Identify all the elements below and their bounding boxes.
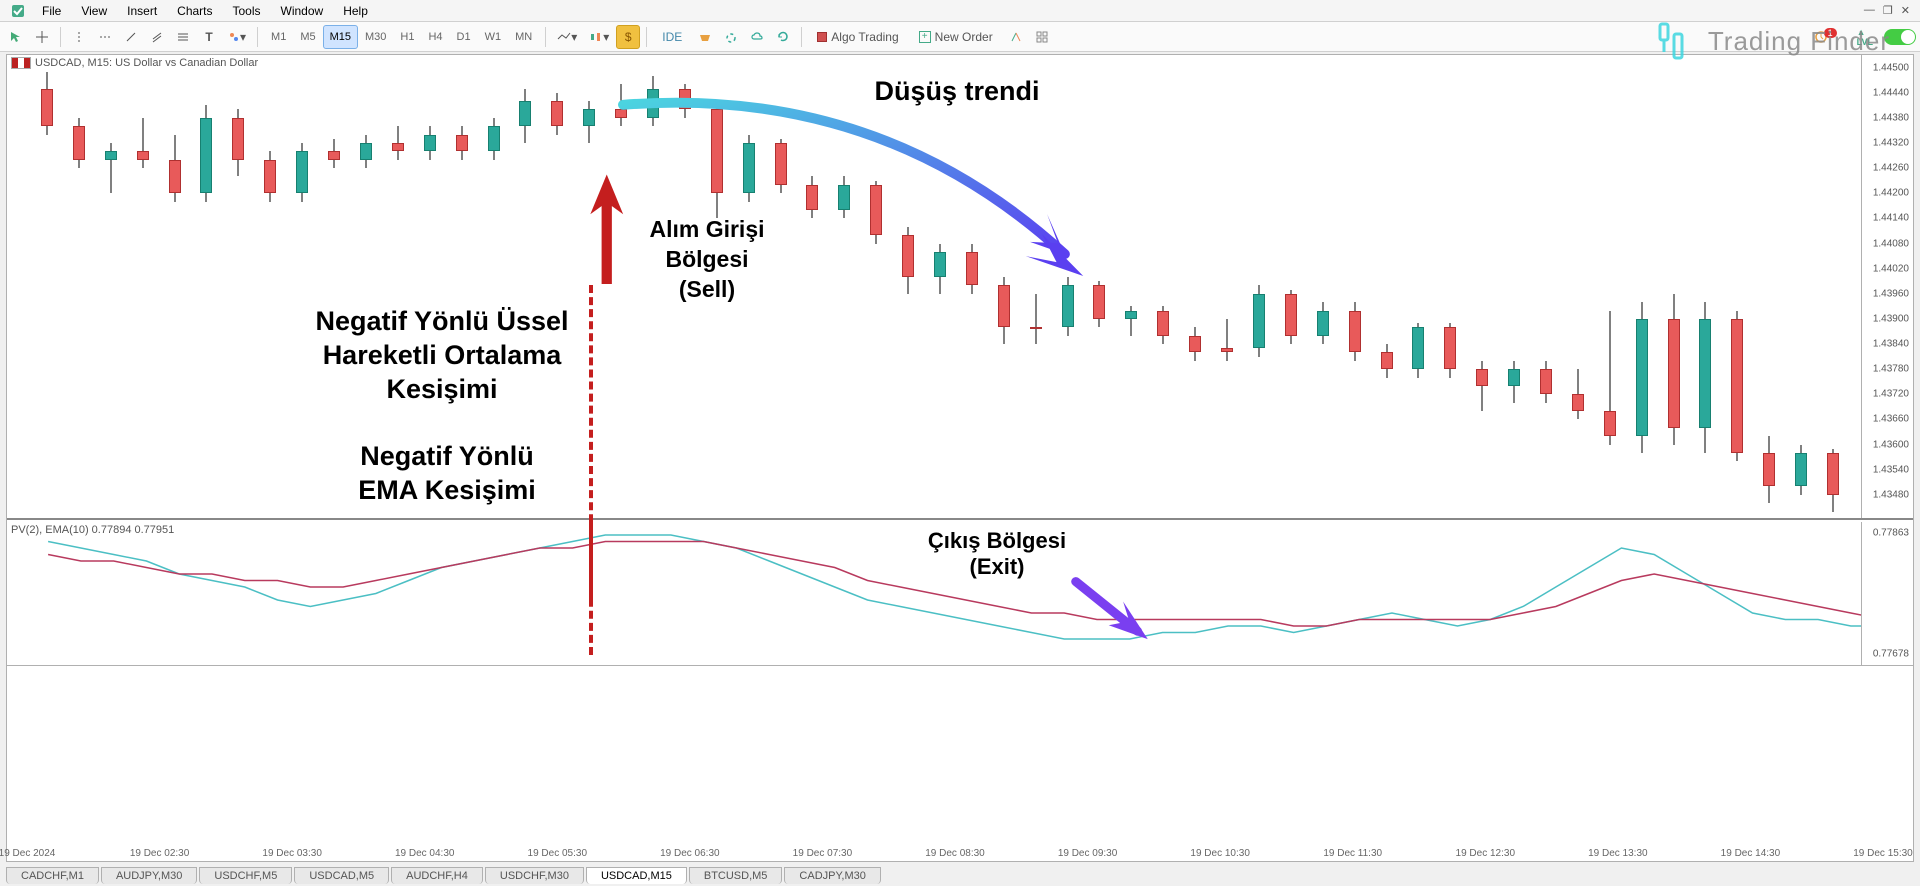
- minimize-btn[interactable]: —: [1864, 4, 1875, 17]
- toolbar: T ▾ M1M5M15M30H1H4D1W1MN ▾ ▾ $ IDE Algo …: [0, 22, 1920, 52]
- tab-CADCHF-M1[interactable]: CADCHF,M1: [6, 867, 99, 884]
- menu-window[interactable]: Window: [271, 2, 334, 20]
- algo-trading-btn[interactable]: Algo Trading: [808, 25, 907, 49]
- timeframe-M1[interactable]: M1: [264, 25, 293, 49]
- tab-USDCAD-M15[interactable]: USDCAD,M15: [586, 867, 687, 884]
- algo-trading-label: Algo Trading: [831, 30, 898, 44]
- timeframe-H1[interactable]: H1: [393, 25, 421, 49]
- channel-tool[interactable]: [145, 25, 169, 49]
- cloud-btn[interactable]: [745, 25, 769, 49]
- indicator-panel[interactable]: PV(2), EMA(10) 0.77894 0.77951 Çıkış Böl…: [7, 522, 1913, 666]
- trend-annotation: Düşüş trendi: [807, 75, 1107, 109]
- maximize-btn[interactable]: ❐: [1883, 4, 1893, 17]
- indicator-title: PV(2), EMA(10) 0.77894 0.77951: [11, 524, 174, 536]
- tab-AUDCHF-H4[interactable]: AUDCHF,H4: [391, 867, 483, 884]
- market-btn[interactable]: [693, 25, 717, 49]
- tab-CADJPY-M30[interactable]: CADJPY,M30: [784, 867, 880, 884]
- trendline-tool[interactable]: [119, 25, 143, 49]
- new-order-btn[interactable]: +New Order: [910, 25, 1002, 49]
- cursor-tool[interactable]: [4, 25, 28, 49]
- chart-title: USDCAD, M15: US Dollar vs Canadian Dolla…: [11, 57, 258, 69]
- symbol-flag-icon: [11, 57, 31, 69]
- tab-USDCAD-M5[interactable]: USDCAD,M5: [294, 867, 389, 884]
- hline-tool[interactable]: [93, 25, 117, 49]
- zoom-btn[interactable]: [1004, 25, 1028, 49]
- ema-cross-annotation-2: Negatif YönlüEMA Kesişimi: [317, 440, 577, 508]
- vline-tool[interactable]: [67, 25, 91, 49]
- timeframe-M15[interactable]: M15: [323, 25, 358, 49]
- chart-window: USDCAD, M15: US Dollar vs Canadian Dolla…: [6, 54, 1914, 862]
- crosshair-tool[interactable]: [30, 25, 54, 49]
- tab-USDCHF-M30[interactable]: USDCHF,M30: [485, 867, 584, 884]
- watermark-icon: [1654, 20, 1696, 62]
- watermark: Trading Finder: [1654, 20, 1890, 62]
- price-panel[interactable]: USDCAD, M15: US Dollar vs Canadian Dolla…: [7, 55, 1913, 520]
- menu-view[interactable]: View: [71, 2, 117, 20]
- menu-file[interactable]: File: [32, 2, 71, 20]
- sell-entry-annotation: Alım GirişiBölgesi(Sell): [617, 215, 797, 305]
- tab-USDCHF-M5[interactable]: USDCHF,M5: [199, 867, 292, 884]
- menu-tools[interactable]: Tools: [223, 2, 271, 20]
- dollar-btn[interactable]: $: [616, 25, 640, 49]
- app-icon: [10, 3, 26, 19]
- new-order-label: New Order: [935, 30, 993, 44]
- timeframe-D1[interactable]: D1: [450, 25, 478, 49]
- objects-tool[interactable]: ▾: [223, 25, 251, 49]
- chart-type-line[interactable]: ▾: [552, 25, 582, 49]
- timeframe-M30[interactable]: M30: [358, 25, 393, 49]
- menu-help[interactable]: Help: [333, 2, 378, 20]
- ide-btn[interactable]: IDE: [653, 25, 691, 49]
- watermark-text: Trading Finder: [1708, 26, 1890, 57]
- timeframe-W1[interactable]: W1: [478, 25, 509, 49]
- refresh-btn[interactable]: [771, 25, 795, 49]
- exit-annotation: Çıkış Bölgesi(Exit): [897, 528, 1097, 580]
- window-controls: — ❐ ✕: [1864, 4, 1916, 17]
- menu-charts[interactable]: Charts: [167, 2, 222, 20]
- price-y-axis: 1.445001.444401.443801.443201.442601.442…: [1861, 55, 1913, 518]
- menu-bar: FileViewInsertChartsToolsWindowHelp — ❐ …: [0, 0, 1920, 22]
- timeframe-H4[interactable]: H4: [421, 25, 449, 49]
- menu-insert[interactable]: Insert: [117, 2, 167, 20]
- grid-btn[interactable]: [1030, 25, 1054, 49]
- time-axis: 19 Dec 202419 Dec 02:3019 Dec 03:3019 De…: [7, 843, 1913, 861]
- tab-AUDJPY-M30[interactable]: AUDJPY,M30: [101, 867, 197, 884]
- close-btn[interactable]: ✕: [1901, 4, 1910, 17]
- red-dashed-line-ind: [589, 522, 593, 602]
- chart-title-text: USDCAD, M15: US Dollar vs Canadian Dolla…: [35, 57, 258, 69]
- timeframe-M5[interactable]: M5: [293, 25, 322, 49]
- indicator-y-axis: 0.778630.77678: [1861, 522, 1913, 665]
- timeframe-MN[interactable]: MN: [508, 25, 539, 49]
- chart-tabs: CADCHF,M1AUDJPY,M30USDCHF,M5USDCAD,M5AUD…: [6, 864, 1914, 884]
- tab-BTCUSD-M5[interactable]: BTCUSD,M5: [689, 867, 783, 884]
- chart-type-candle[interactable]: ▾: [584, 25, 614, 49]
- vps-btn[interactable]: [719, 25, 743, 49]
- text-tool[interactable]: T: [197, 25, 221, 49]
- ema-cross-annotation-1: Negatif Yönlü ÜsselHareketli OrtalamaKes…: [282, 305, 602, 406]
- fib-tool[interactable]: [171, 25, 195, 49]
